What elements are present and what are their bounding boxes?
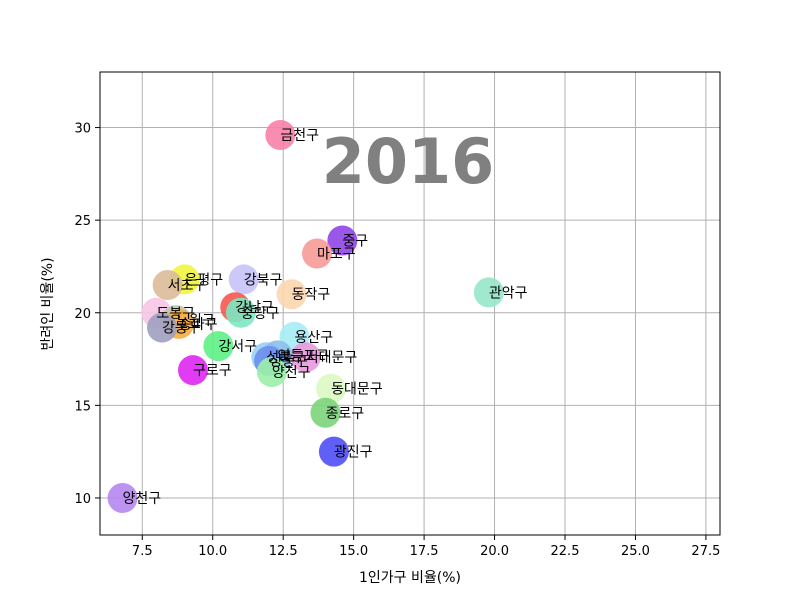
data-point (327, 225, 358, 256)
data-point-label: 은평구 (185, 272, 224, 288)
data-point-label: 성동구 (269, 354, 308, 370)
data-point (203, 331, 234, 362)
data-point (318, 436, 349, 467)
data-point-label: 강동구 (162, 321, 201, 337)
data-point-label: 강북구 (244, 272, 283, 288)
data-point-label: 광진구 (334, 445, 373, 461)
x-tick-label: 17.5 (410, 544, 439, 559)
y-axis-ticks: 10 15 20 25 30 (74, 122, 100, 507)
data-point-label: 중구 (342, 234, 368, 250)
data-point (302, 238, 332, 269)
data-point-label: 강서구 (218, 339, 257, 355)
x-tick-label: 7.5 (132, 544, 153, 559)
data-point (178, 355, 208, 386)
data-point-label: 마포구 (317, 246, 356, 262)
data-point (228, 264, 259, 295)
x-axis-label: 1인가구 비율(%) (359, 570, 461, 586)
y-tick-label: 30 (74, 122, 91, 137)
x-tick-label: 10.0 (198, 544, 227, 559)
data-point (107, 482, 138, 513)
data-point-label: 구로구 (193, 363, 232, 379)
data-point (147, 312, 177, 343)
x-tick-label: 20.0 (480, 544, 509, 559)
year-annotation: 2016 (322, 125, 495, 198)
data-point-label: 종로구 (325, 406, 364, 422)
data-point-label: 성북구 (266, 350, 305, 366)
data-point-label: 서초구 (168, 278, 207, 294)
data-point (310, 397, 341, 428)
data-point (473, 277, 504, 308)
data-point-label: 중랑구 (241, 306, 280, 322)
data-point (276, 279, 307, 310)
data-point-label: 금천구 (280, 128, 319, 144)
plot-border (99, 71, 721, 536)
data-point-label: 양천구 (123, 491, 162, 507)
x-tick-label: 22.5 (551, 544, 580, 559)
x-tick-label: 27.5 (691, 544, 720, 559)
data-point-label: 강남구 (235, 300, 274, 316)
data-point-label: 관악구 (489, 285, 528, 301)
x-tick-label: 25.0 (621, 544, 650, 559)
data-point (265, 119, 296, 150)
data-point-label: 노원구 (176, 313, 215, 329)
data-point (225, 297, 256, 328)
y-tick-label: 10 (74, 492, 91, 507)
x-tick-label: 15.0 (339, 544, 368, 559)
data-point (316, 373, 347, 404)
data-point-label: 용산구 (294, 330, 333, 346)
plot-frame (99, 71, 721, 536)
data-point-label: 동대문구 (331, 382, 383, 398)
data-point-label: 양천구 (272, 365, 311, 381)
data-point-label: 서대문구 (306, 350, 358, 366)
y-tick-label: 20 (74, 307, 91, 322)
data-point-label: 도봉구 (156, 306, 195, 322)
x-tick-label: 12.5 (269, 544, 298, 559)
y-tick-label: 25 (74, 214, 91, 229)
data-point-label: 동작구 (292, 287, 331, 303)
data-point (256, 357, 287, 388)
x-axis-ticks: 7.5 10.0 12.5 15.0 17.5 20.0 22.5 25.0 27.5 (132, 535, 720, 559)
data-point-label: 영등포구 (278, 348, 330, 364)
y-tick-label: 15 (74, 399, 91, 414)
y-axis-label: 반려인 비율(%) (40, 257, 56, 350)
data-point (290, 342, 321, 373)
data-point-label: 송파구 (179, 317, 218, 333)
data-point (152, 269, 183, 300)
